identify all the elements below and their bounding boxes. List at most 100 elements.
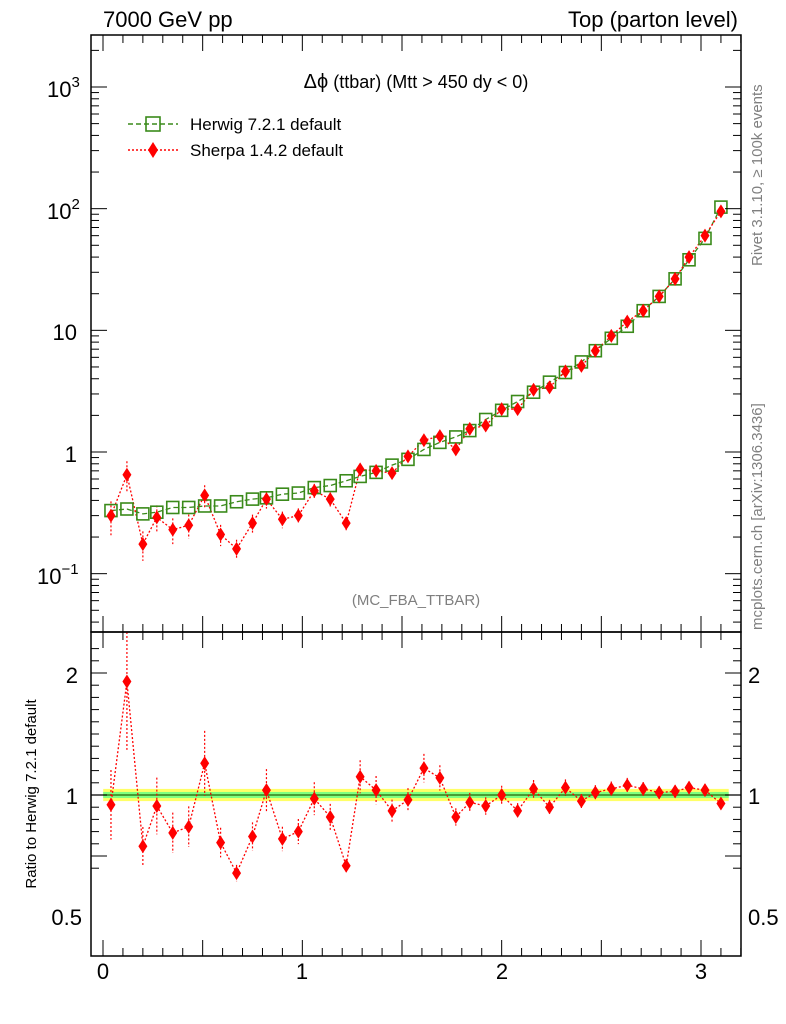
ratio-sherpa-point — [261, 783, 271, 798]
ratio-sherpa-point — [184, 819, 194, 834]
herwig-point — [120, 502, 134, 516]
sherpa-point — [465, 421, 475, 436]
herwig-point — [136, 507, 150, 521]
ratio-y-axis-label: Ratio to Herwig 7.2.1 default — [23, 699, 40, 889]
ratio-sherpa-point — [638, 781, 648, 796]
ratio-y-tick-label-0.5: 0.5 — [51, 905, 82, 930]
ratio-sherpa-point — [277, 831, 287, 846]
y-tick-label-10: 10 — [53, 320, 77, 345]
ratio-panel: 2 1 0.5 2 1 0.5 0 1 2 3 Ratio to Herwig … — [23, 631, 779, 984]
herwig-point — [213, 499, 228, 513]
ratio-sherpa-line — [110, 681, 722, 875]
y-tick-0.1-exp: −1 — [61, 561, 78, 578]
chart-title-text: (ttbar) (Mtt > 450 dy < 0) — [328, 72, 528, 92]
ratio-frame — [90, 631, 742, 957]
herwig-point — [245, 492, 260, 506]
ratio-sherpa-point — [654, 785, 664, 800]
ratio-sherpa-point — [497, 788, 507, 802]
sherpa-point — [403, 449, 413, 464]
ratio-sherpa-point — [168, 825, 178, 840]
sherpa-point — [435, 429, 445, 444]
sherpa-point — [277, 512, 287, 527]
chart-title: Δϕ (ttbar) (Mtt > 450 dy < 0) — [304, 71, 529, 93]
herwig-series-line — [110, 206, 722, 515]
sherpa-point — [590, 343, 600, 358]
ratio-sherpa-point — [248, 829, 257, 844]
x-tick-label-0: 0 — [97, 959, 109, 984]
legend-sherpa-marker — [148, 142, 158, 158]
ratio-sherpa-point — [216, 835, 226, 850]
ratio-sherpa-point — [435, 770, 445, 785]
sherpa-point — [325, 492, 335, 507]
ratio-sherpa-point — [700, 783, 710, 798]
ratio-y-tick-label-1: 1 — [66, 784, 78, 809]
ratio-sherpa-point — [670, 784, 680, 799]
ratio-sherpa-point — [371, 783, 381, 798]
sherpa-point — [606, 328, 616, 343]
herwig-point — [323, 478, 338, 493]
sherpa-point — [654, 289, 664, 304]
sherpa-point — [168, 522, 178, 537]
legend: Herwig 7.2.1 default Sherpa 1.4.2 defaul… — [128, 115, 343, 160]
ratio-sherpa-point — [152, 798, 162, 813]
sherpa-point — [497, 402, 507, 417]
sherpa-point — [341, 516, 351, 531]
sherpa-point — [232, 541, 242, 556]
x-tick-label-3: 3 — [695, 959, 707, 984]
ratio-sherpa-point — [419, 761, 429, 776]
sherpa-point — [670, 271, 680, 286]
sherpa-point — [106, 508, 116, 523]
rivet-label: Rivet 3.1.10, ≥ 100k events — [749, 84, 766, 266]
sherpa-point — [529, 382, 539, 397]
herwig-point — [291, 486, 306, 500]
ratio-sherpa-point — [387, 803, 397, 818]
sherpa-point — [560, 364, 570, 379]
ratio-sherpa-point — [355, 769, 365, 784]
sherpa-point — [387, 466, 397, 481]
x-tick-label-1: 1 — [296, 959, 308, 984]
sherpa-point — [200, 488, 210, 503]
ratio-sherpa-point — [545, 800, 555, 815]
sherpa-point — [716, 204, 726, 219]
y-tick-100-exp: 2 — [71, 196, 79, 213]
legend-sherpa-label: Sherpa 1.4.2 default — [190, 141, 343, 160]
sherpa-point — [261, 492, 271, 507]
ratio-sherpa-point — [309, 791, 319, 806]
mcplots-label: mcplots.cern.ch [arXiv:1306.3436] — [749, 403, 766, 630]
y-tick-label-0.1: 10−1 — [37, 561, 79, 589]
herwig-point — [275, 487, 290, 501]
ratio-y-tick-label-1-right: 1 — [748, 784, 760, 809]
sherpa-point — [513, 402, 523, 417]
sherpa-point — [545, 380, 555, 395]
ratio-sherpa-point — [293, 824, 303, 839]
sherpa-point — [622, 314, 632, 329]
main-axis-ticks — [91, 35, 742, 632]
herwig-point — [449, 430, 463, 444]
y-tick-label-100: 102 — [47, 196, 80, 224]
chart-title-symbol: Δϕ — [304, 71, 329, 93]
header-right: Top (parton level) — [568, 7, 738, 32]
ratio-sherpa-point — [341, 858, 351, 873]
sherpa-point — [638, 303, 648, 318]
ratio-sherpa-point — [451, 809, 461, 824]
main-frame — [90, 34, 742, 633]
ratio-y-tick-label-2-right: 2 — [748, 663, 760, 688]
ratio-sherpa-point — [622, 778, 632, 793]
sherpa-series-line — [110, 211, 722, 550]
ratio-sherpa-point — [560, 780, 570, 795]
y-tick-label-1000: 103 — [47, 74, 80, 102]
ratio-sherpa-point — [122, 674, 132, 689]
sherpa-point — [248, 516, 257, 531]
ratio-sherpa-point — [481, 798, 491, 813]
ratio-sherpa-point — [232, 866, 242, 881]
sherpa-point — [700, 228, 710, 243]
ratio-sherpa-point — [576, 794, 586, 809]
main-panel: 103 102 10 1 10−1 Δϕ (ttbar) (Mtt > 450 … — [37, 34, 742, 633]
main-data-layer — [104, 200, 728, 561]
sherpa-point — [216, 527, 226, 542]
header-left: 7000 GeV pp — [103, 7, 233, 32]
y-tick-100-base: 10 — [47, 199, 71, 224]
sherpa-point — [122, 467, 132, 482]
herwig-point — [229, 494, 244, 509]
